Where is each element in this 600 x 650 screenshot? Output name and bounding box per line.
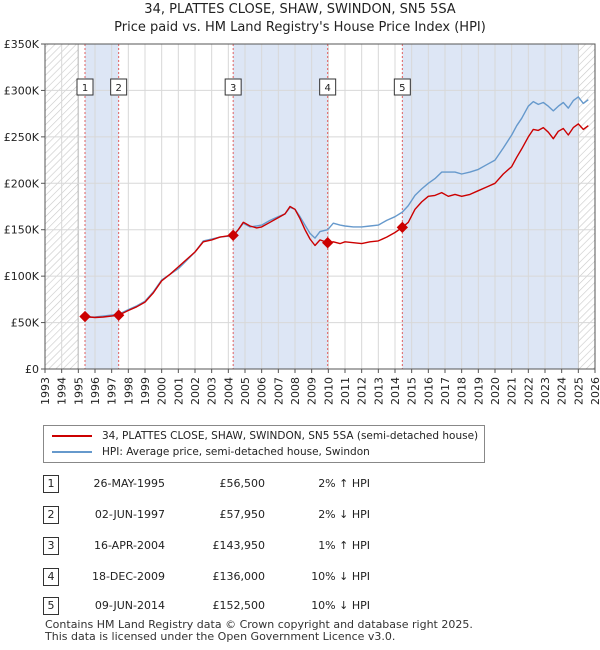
hatched-region bbox=[578, 44, 595, 369]
chart-subtitle: Price paid vs. HM Land Registry's House … bbox=[114, 20, 486, 35]
transaction-row: 4 18-DEC-2009 £136,000 10% ↓ HPI bbox=[0, 568, 600, 594]
sale-label-box bbox=[319, 78, 337, 96]
y-tick-label: £50K bbox=[11, 317, 40, 330]
legend-label-property: 34, PLATTES CLOSE, SHAW, SWINDON, SN5 5S… bbox=[102, 430, 479, 442]
transaction-price: £143,950 bbox=[212, 539, 266, 552]
transaction-price: £56,500 bbox=[219, 477, 266, 490]
transaction-date: 18-DEC-2009 bbox=[91, 570, 165, 583]
x-tick-label: 2016 bbox=[422, 377, 435, 405]
x-tick-label: 2006 bbox=[256, 377, 269, 405]
transaction-hpi: 2% ↑ HPI bbox=[318, 477, 370, 490]
transaction-number: 1 bbox=[43, 475, 59, 493]
sale-label-text: 3 bbox=[230, 83, 236, 94]
x-tick-label: 2000 bbox=[156, 377, 169, 405]
transaction-row: 3 16-APR-2004 £143,950 1% ↑ HPI bbox=[0, 537, 600, 563]
x-tick-label: 1996 bbox=[89, 377, 102, 405]
transaction-hpi: 2% ↓ HPI bbox=[318, 508, 370, 521]
transaction-date: 16-APR-2004 bbox=[93, 539, 165, 552]
x-tick-label: 2004 bbox=[222, 377, 235, 405]
x-tick-label: 2007 bbox=[272, 377, 285, 405]
ownership-period-shade bbox=[233, 44, 328, 369]
x-tick-label: 2023 bbox=[539, 377, 552, 405]
x-tick-label: 1999 bbox=[139, 377, 152, 405]
transaction-price: £152,500 bbox=[212, 599, 266, 612]
transaction-price: £136,000 bbox=[212, 570, 266, 583]
x-tick-label: 2012 bbox=[356, 377, 369, 405]
transaction-number: 4 bbox=[43, 568, 59, 586]
x-tick-label: 2019 bbox=[472, 377, 485, 405]
plot-frame bbox=[44, 43, 596, 370]
x-tick-label: 2026 bbox=[589, 377, 600, 405]
transaction-hpi: 10% ↓ HPI bbox=[311, 599, 370, 612]
sale-label-box bbox=[110, 78, 128, 96]
sale-label-box bbox=[224, 78, 242, 96]
x-tick-label: 2024 bbox=[556, 377, 569, 405]
y-tick-label: £0 bbox=[25, 363, 39, 376]
footer-line-1: Contains HM Land Registry data © Crown c… bbox=[45, 618, 473, 631]
x-tick-label: 2021 bbox=[506, 377, 519, 405]
x-tick-label: 2018 bbox=[456, 377, 469, 405]
legend-item-hpi: HPI: Average price, semi-detached house,… bbox=[52, 445, 370, 459]
x-tick-label: 2022 bbox=[522, 377, 535, 405]
sale-point bbox=[396, 221, 408, 234]
transaction-row: 2 02-JUN-1997 £57,950 2% ↓ HPI bbox=[0, 506, 600, 532]
sale-point bbox=[322, 237, 334, 249]
x-tick-label: 2008 bbox=[289, 377, 302, 405]
y-tick-label: £250K bbox=[4, 131, 40, 144]
transaction-hpi: 10% ↓ HPI bbox=[311, 570, 370, 583]
x-tick-label: 2010 bbox=[322, 377, 335, 405]
sale-label-box bbox=[393, 78, 411, 96]
transaction-row: 1 26-MAY-1995 £56,500 2% ↑ HPI bbox=[0, 475, 600, 501]
x-tick-label: 2017 bbox=[439, 377, 452, 405]
x-tick-label: 2002 bbox=[189, 377, 202, 405]
y-tick-label: £200K bbox=[4, 177, 40, 190]
series-line-property bbox=[84, 123, 589, 319]
x-tick-label: 2003 bbox=[206, 377, 219, 405]
chart-title: 34, PLATTES CLOSE, SHAW, SWINDON, SN5 5S… bbox=[144, 2, 456, 17]
transaction-number: 5 bbox=[43, 597, 59, 615]
transaction-date: 09-JUN-2014 bbox=[94, 599, 165, 612]
transaction-price: £57,950 bbox=[219, 508, 266, 521]
sale-label-text: 4 bbox=[324, 83, 330, 94]
sale-label-text: 5 bbox=[399, 83, 405, 94]
x-tick-label: 1998 bbox=[122, 377, 135, 405]
transaction-date: 02-JUN-1997 bbox=[94, 508, 165, 521]
legend-label-hpi: HPI: Average price, semi-detached house,… bbox=[102, 446, 370, 458]
transaction-hpi: 1% ↑ HPI bbox=[318, 539, 370, 552]
sale-label-text: 2 bbox=[115, 83, 121, 94]
transaction-number: 3 bbox=[43, 537, 59, 555]
transaction-number: 2 bbox=[43, 506, 59, 524]
transaction-date: 26-MAY-1995 bbox=[93, 477, 165, 490]
legend-swatch-property bbox=[52, 435, 92, 437]
x-tick-label: 1995 bbox=[72, 377, 85, 405]
x-tick-label: 1993 bbox=[39, 377, 52, 405]
ownership-period-shade bbox=[402, 44, 579, 369]
transaction-row: 5 09-JUN-2014 £152,500 10% ↓ HPI bbox=[0, 597, 600, 623]
x-tick-label: 2014 bbox=[389, 377, 402, 405]
price-chart: 1 2 3 4 5 £0 £50K £100K £150K £200K £250K £300K £35… bbox=[4, 38, 600, 405]
x-tick-label: 1997 bbox=[106, 377, 119, 405]
x-tick-label: 2025 bbox=[572, 377, 585, 405]
sale-point bbox=[227, 229, 239, 241]
x-tick-label: 2011 bbox=[339, 377, 352, 405]
x-tick-label: 2020 bbox=[489, 377, 502, 405]
y-tick-label: £150K bbox=[4, 224, 40, 237]
x-tick-label: 2005 bbox=[239, 377, 252, 405]
legend-item-property: 34, PLATTES CLOSE, SHAW, SWINDON, SN5 5S… bbox=[52, 429, 478, 443]
x-tick-label: 1994 bbox=[56, 377, 69, 405]
x-tick-label: 2015 bbox=[406, 377, 419, 405]
footer: Contains HM Land Registry data © Crown c… bbox=[45, 619, 473, 643]
sale-label-text: 1 bbox=[82, 83, 88, 94]
y-tick-label: £300K bbox=[4, 84, 40, 97]
x-tick-label: 2013 bbox=[372, 377, 385, 405]
y-tick-label: £100K bbox=[4, 270, 40, 283]
legend-swatch-hpi bbox=[52, 451, 92, 453]
sale-label-box bbox=[76, 78, 94, 96]
x-tick-label: 2009 bbox=[306, 377, 319, 405]
x-tick-label: 2001 bbox=[172, 377, 185, 405]
legend: 34, PLATTES CLOSE, SHAW, SWINDON, SN5 5S… bbox=[43, 425, 485, 463]
y-tick-label: £350K bbox=[4, 38, 40, 51]
footer-line-2: This data is licensed under the Open Gov… bbox=[45, 630, 396, 643]
